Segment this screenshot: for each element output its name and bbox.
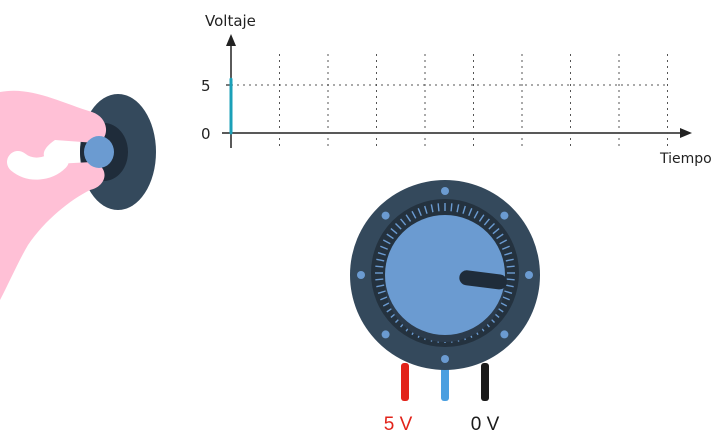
- potentiometer: 5 V 0 V: [350, 180, 540, 435]
- bolt: [381, 211, 390, 220]
- finger-gap: [7, 149, 69, 180]
- grid-lines: [231, 54, 668, 148]
- knob-pointer: [459, 270, 508, 290]
- bolt: [381, 330, 390, 339]
- scale-tick: [380, 296, 388, 301]
- scale-tick: [400, 218, 407, 226]
- scale-tick: [424, 205, 428, 214]
- x-axis-arrow-icon: [680, 128, 692, 138]
- bolt: [500, 330, 509, 339]
- scale-tick: [430, 204, 434, 213]
- small-knob-shaft: [84, 136, 114, 168]
- scale-tick: [377, 290, 386, 294]
- scale-tick: [390, 228, 398, 235]
- scale-tick: [502, 245, 510, 250]
- scale-tick: [496, 233, 504, 240]
- scale-tick: [450, 203, 453, 212]
- scale-tick: [417, 208, 422, 216]
- scale-tick: [380, 245, 388, 250]
- scale-tick: [376, 258, 385, 262]
- bolt: [357, 271, 365, 279]
- scale-tick: [376, 284, 385, 288]
- scale-tick: [488, 223, 495, 230]
- scale-tick: [473, 210, 479, 219]
- hand-knob-group: [0, 90, 156, 300]
- pin-right: [481, 363, 489, 401]
- y-axis-label: Voltaje: [205, 12, 256, 30]
- pin-left: [401, 363, 409, 401]
- scale-tick: [386, 233, 394, 240]
- scale-tick: [462, 205, 466, 214]
- y-tick-label-0: 0: [201, 125, 211, 143]
- bolt: [441, 187, 449, 195]
- scale-tick: [456, 204, 460, 213]
- potentiometer-knob: [385, 215, 505, 335]
- y-axis-arrow-icon: [226, 34, 236, 46]
- bolts: [357, 187, 533, 363]
- scale-tick: [506, 265, 515, 268]
- hand-icon: [0, 90, 107, 300]
- pin-right-label: 0 V: [471, 414, 500, 435]
- scale-tick: [375, 265, 384, 268]
- scale-tick: [505, 284, 514, 288]
- scale-tick: [478, 214, 485, 222]
- scale-tick: [504, 252, 513, 256]
- scale-tick: [377, 252, 386, 256]
- y-tick-label-5: 5: [201, 77, 211, 95]
- scale-tick: [411, 210, 417, 219]
- scale-tick: [504, 290, 513, 294]
- pin-middle: [441, 363, 449, 401]
- voltage-chart: Voltaje Tiempo 5 0: [201, 12, 712, 167]
- scale-tick: [483, 218, 490, 226]
- scale-tick: [468, 208, 473, 216]
- scale-tick: [395, 223, 402, 230]
- scale-tick: [505, 258, 514, 262]
- x-axis-label: Tiempo: [659, 151, 712, 167]
- scale-tick: [492, 228, 500, 235]
- scale-tick: [506, 278, 515, 281]
- pin-left-label: 5 V: [384, 414, 413, 435]
- bolt: [441, 355, 449, 363]
- scale-tick: [375, 278, 384, 281]
- scale-tick: [499, 239, 508, 245]
- bolt: [500, 211, 509, 220]
- scale-tick: [405, 214, 412, 222]
- bolt: [525, 271, 533, 279]
- scale-tick: [437, 203, 440, 212]
- scale-tick: [502, 296, 510, 301]
- scale-tick: [382, 239, 391, 245]
